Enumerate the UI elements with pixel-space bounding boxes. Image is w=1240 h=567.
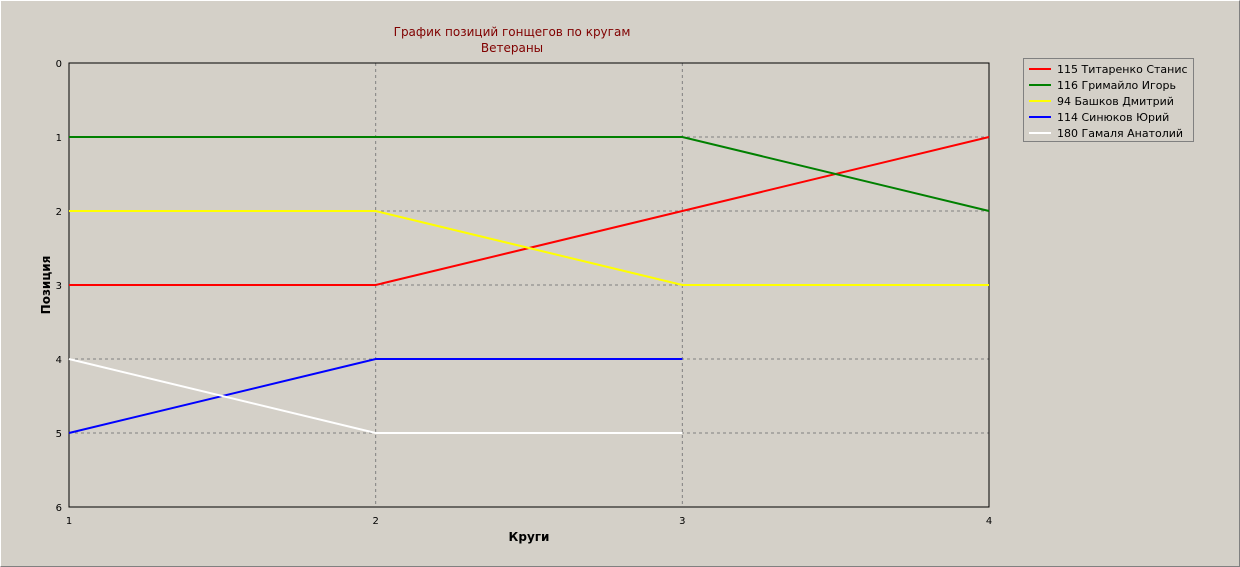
- legend-label: 94 Башков Дмитрий: [1057, 94, 1174, 108]
- series-line-3: [68, 358, 683, 434]
- legend-item: 115 Титаренко Станис: [1024, 61, 1193, 77]
- series-line-2: [69, 210, 989, 286]
- series-line-1: [69, 136, 990, 212]
- legend-swatch: [1029, 100, 1051, 102]
- x-tick-label-2: 3: [679, 516, 685, 527]
- y-tick-label-4: 4: [56, 355, 62, 366]
- series-line-4: [68, 358, 683, 434]
- y-tick-label-5: 5: [56, 429, 62, 440]
- chart-subtitle: Ветераны: [480, 41, 544, 55]
- legend-label: 116 Гримайло Игорь: [1057, 78, 1176, 92]
- x-axis-label: Круги: [509, 530, 550, 544]
- legend-label: 115 Титаренко Станис: [1057, 62, 1188, 76]
- y-tick-label-6: 6: [56, 503, 62, 514]
- chart-title: График позиций гонщегов по кругам: [393, 25, 631, 39]
- y-tick-label-2: 2: [56, 207, 62, 218]
- legend-swatch: [1029, 68, 1051, 70]
- y-tick-label-0: 0: [56, 59, 62, 70]
- x-tick-label-1: 2: [372, 516, 378, 527]
- legend: 115 Титаренко Станис 116 Гримайло Игорь 94…: [1023, 58, 1194, 142]
- y-tick-label-3: 3: [56, 281, 62, 292]
- legend-swatch: [1029, 116, 1051, 118]
- legend-label: 180 Гамаля Анатолий: [1057, 126, 1184, 140]
- legend-swatch: [1029, 84, 1051, 86]
- x-tick-label-3: 4: [986, 516, 992, 527]
- legend-item: 116 Гримайло Игорь: [1024, 77, 1193, 93]
- y-tick-label-1: 1: [56, 133, 62, 144]
- legend-item: 180 Гамаля Анатолий: [1024, 125, 1193, 141]
- legend-swatch: [1029, 132, 1051, 134]
- legend-item: 94 Башков Дмитрий: [1024, 93, 1193, 109]
- legend-label: 114 Синюков Юрий: [1057, 110, 1170, 124]
- x-tick-label-0: 1: [66, 516, 72, 527]
- legend-item: 114 Синюков Юрий: [1024, 109, 1193, 125]
- y-axis-label: Позиция: [39, 256, 53, 315]
- series-layer: [68, 136, 990, 434]
